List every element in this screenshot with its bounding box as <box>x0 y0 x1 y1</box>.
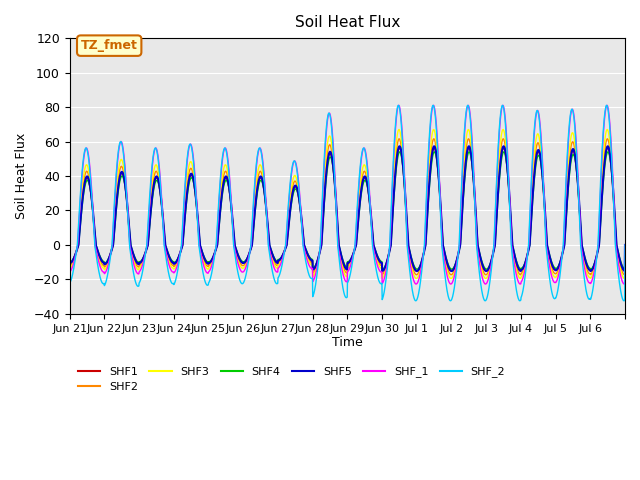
SHF5 <box>381 265 388 271</box>
SHF3 <box>241 264 249 269</box>
Line: SHF5: SHF5 <box>70 146 625 271</box>
SHF4 <box>515 264 522 269</box>
SHF5 <box>66 260 74 266</box>
SHF4 <box>66 259 74 264</box>
SHF5 <box>547 256 554 262</box>
SHF2 <box>241 261 249 267</box>
SHF_2 <box>516 298 524 304</box>
Text: TZ_fmet: TZ_fmet <box>81 39 138 52</box>
SHF4 <box>381 264 388 270</box>
SHF3 <box>381 271 388 276</box>
SHF1 <box>381 265 388 271</box>
SHF4 <box>621 242 629 248</box>
SHF3 <box>621 242 629 248</box>
SHF_1 <box>241 266 249 272</box>
SHF4 <box>121 184 129 190</box>
SHF3 <box>621 276 628 281</box>
Line: SHF3: SHF3 <box>70 130 625 278</box>
SHF3 <box>604 127 611 132</box>
SHF2 <box>381 268 388 274</box>
SHF_2 <box>121 169 129 175</box>
SHF_1 <box>603 102 611 108</box>
Y-axis label: Soil Heat Flux: Soil Heat Flux <box>15 133 28 219</box>
SHF3 <box>121 177 129 182</box>
SHF_1 <box>546 264 554 270</box>
SHF4 <box>587 266 595 272</box>
SHF2 <box>499 136 507 142</box>
SHF1 <box>614 248 621 253</box>
SHF_2 <box>546 278 554 284</box>
SHF2 <box>121 180 129 186</box>
SHF1 <box>66 260 74 266</box>
Title: Soil Heat Flux: Soil Heat Flux <box>294 15 400 30</box>
SHF3 <box>546 260 554 266</box>
SHF1 <box>604 145 611 151</box>
Line: SHF2: SHF2 <box>70 139 625 275</box>
SHF1 <box>621 242 629 248</box>
Line: SHF1: SHF1 <box>70 148 625 271</box>
SHF5 <box>396 144 403 149</box>
SHF_2 <box>621 242 629 248</box>
SHF_2 <box>381 287 388 293</box>
SHF2 <box>621 242 629 248</box>
SHF5 <box>378 268 386 274</box>
SHF2 <box>66 263 74 268</box>
SHF4 <box>614 246 621 252</box>
SHF1 <box>515 265 522 271</box>
SHF5 <box>614 247 621 253</box>
Line: SHF_1: SHF_1 <box>70 105 625 284</box>
SHF1 <box>241 259 249 265</box>
SHF_1 <box>620 281 628 287</box>
SHF2 <box>547 260 554 265</box>
SHF_1 <box>515 279 522 285</box>
X-axis label: Time: Time <box>332 336 363 349</box>
SHF4 <box>546 252 554 258</box>
SHF_2 <box>603 102 611 108</box>
SHF2 <box>614 250 621 256</box>
SHF1 <box>121 183 129 189</box>
SHF3 <box>66 265 74 271</box>
Line: SHF4: SHF4 <box>70 152 625 269</box>
SHF1 <box>546 255 554 261</box>
SHF2 <box>515 270 522 276</box>
SHF_1 <box>66 269 74 275</box>
SHF3 <box>614 251 621 256</box>
SHF5 <box>515 266 523 272</box>
SHF_1 <box>381 275 388 280</box>
SHF_2 <box>66 280 74 286</box>
SHF2 <box>516 272 524 277</box>
Legend: SHF1, SHF2, SHF3, SHF4, SHF5, SHF_1, SHF_2: SHF1, SHF2, SHF3, SHF4, SHF5, SHF_1, SHF… <box>74 362 510 396</box>
SHF_2 <box>614 264 621 269</box>
SHF5 <box>121 181 129 187</box>
SHF_2 <box>515 296 522 302</box>
SHF_1 <box>614 253 621 259</box>
SHF1 <box>517 268 525 274</box>
SHF4 <box>241 258 249 264</box>
SHF_1 <box>121 165 129 171</box>
SHF_2 <box>241 276 249 282</box>
SHF5 <box>621 242 629 248</box>
SHF3 <box>515 274 522 279</box>
SHF_1 <box>621 242 629 248</box>
Line: SHF_2: SHF_2 <box>70 105 625 301</box>
SHF5 <box>241 259 249 265</box>
SHF4 <box>604 149 612 155</box>
